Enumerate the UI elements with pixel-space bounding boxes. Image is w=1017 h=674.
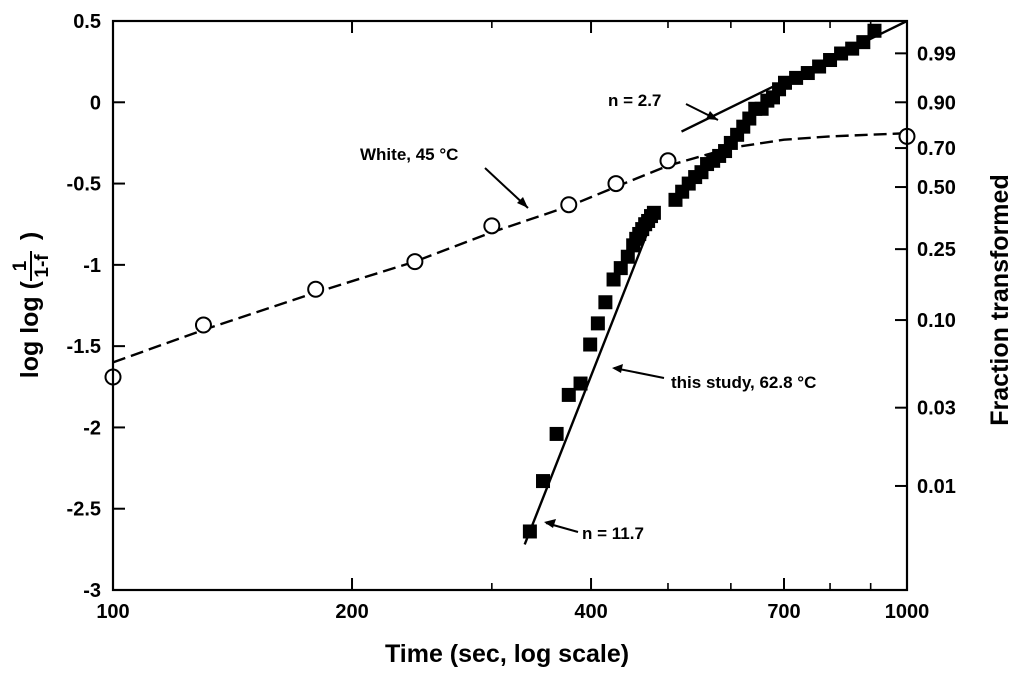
annotation-this-study-arrow	[613, 367, 665, 379]
x-tick-label: 100	[96, 601, 129, 623]
right-axis-title: Fraction transformed	[986, 174, 1014, 425]
this-study-point	[606, 272, 621, 287]
annotation-this-study-label: this study, 62.8 °C	[671, 373, 816, 392]
this-study-point	[561, 387, 576, 402]
right-axis-ticks: 0.99 0.90 0.70 0.50 0.25 0.10 0.03 0.01	[895, 43, 956, 498]
y-tick-label: 0	[90, 92, 101, 114]
y-tick-label: -2	[83, 417, 101, 439]
right-tick-label: 0.70	[917, 138, 956, 160]
this-study-point	[522, 524, 537, 539]
y-axis-title-prefix: log log (	[16, 280, 44, 378]
y-axis-title-suffix: )	[16, 232, 44, 240]
this-study-point	[573, 376, 588, 391]
white-point	[194, 316, 212, 334]
y-axis-ticks: -3 -2.5 -2 -1.5 -1 -0.5 0 0.5	[67, 11, 125, 602]
plot-frame	[111, 19, 909, 592]
this-study-point	[549, 426, 564, 441]
this-study-point	[598, 295, 613, 310]
this-study-point	[812, 59, 827, 74]
this-study-point	[856, 35, 871, 50]
right-tick-label: 0.90	[917, 92, 956, 114]
y-tick-label: -0.5	[67, 174, 101, 196]
this-study-point	[834, 46, 849, 61]
white-point	[483, 217, 501, 235]
y-tick-label: -1.5	[67, 336, 101, 358]
y-axis-title: log log ( ) 1 1-f	[10, 232, 53, 378]
white-point	[607, 175, 625, 193]
this-study-point	[620, 249, 635, 264]
this-study-point	[646, 205, 661, 220]
fit-line-n117	[523, 215, 656, 545]
this-study-point	[800, 66, 815, 81]
y-tick-label: -1	[83, 255, 101, 277]
annotation-this-study: this study, 62.8 °C	[612, 364, 816, 392]
y-axis-title-fraction-spacer	[16, 240, 44, 247]
y-tick-label: -3	[83, 580, 101, 602]
x-tick-label: 200	[335, 601, 368, 623]
white-point	[560, 196, 578, 214]
annotation-n27-arrowhead	[706, 111, 718, 120]
annotation-n27: n = 2.7	[608, 91, 719, 121]
this-study-point	[867, 23, 882, 38]
right-tick-label: 0.50	[917, 177, 956, 199]
y-tick-label: 0.5	[73, 11, 101, 33]
this-study-point	[613, 261, 628, 276]
x-tick-label: 1000	[885, 601, 930, 623]
x-axis-ticks: 100 200 400 700 1000	[96, 21, 929, 623]
this-study-point	[590, 316, 605, 331]
series-white-curve	[112, 132, 908, 364]
plot-content	[104, 19, 916, 545]
annotation-n117: n = 11.7	[544, 519, 644, 543]
x-tick-label: 400	[574, 601, 607, 623]
annotation-n117-arrowhead	[544, 519, 556, 528]
y-axis-title-numerator: 1	[10, 260, 31, 271]
this-study-point	[823, 53, 838, 68]
annotation-white: White, 45 °C	[360, 145, 529, 209]
this-study-point	[583, 337, 598, 352]
this-study-point	[789, 70, 804, 85]
y-tick-label: -2.5	[67, 499, 101, 521]
x-axis-title: Time (sec, log scale)	[385, 640, 629, 668]
right-tick-label: 0.01	[917, 476, 956, 498]
right-tick-label: 0.03	[917, 398, 956, 420]
annotation-n117-label: n = 11.7	[582, 524, 644, 543]
annotation-white-arrowhead	[517, 197, 528, 208]
right-tick-label: 0.10	[917, 310, 956, 332]
svg-text:log log ( ): log log ( )	[16, 232, 44, 378]
y-axis-title-denominator: 1-f	[32, 254, 53, 278]
white-point	[406, 253, 424, 271]
annotation-n27-label: n = 2.7	[608, 91, 661, 110]
x-tick-label: 700	[767, 601, 800, 623]
right-tick-label: 0.25	[917, 239, 956, 261]
this-study-point	[536, 474, 551, 489]
white-point	[307, 280, 325, 298]
right-tick-label: 0.99	[917, 43, 956, 65]
annotation-white-label: White, 45 °C	[360, 145, 458, 164]
this-study-point	[777, 75, 792, 90]
white-point	[659, 152, 677, 170]
annotation-this-study-arrowhead	[612, 364, 623, 373]
this-study-point	[845, 41, 860, 56]
